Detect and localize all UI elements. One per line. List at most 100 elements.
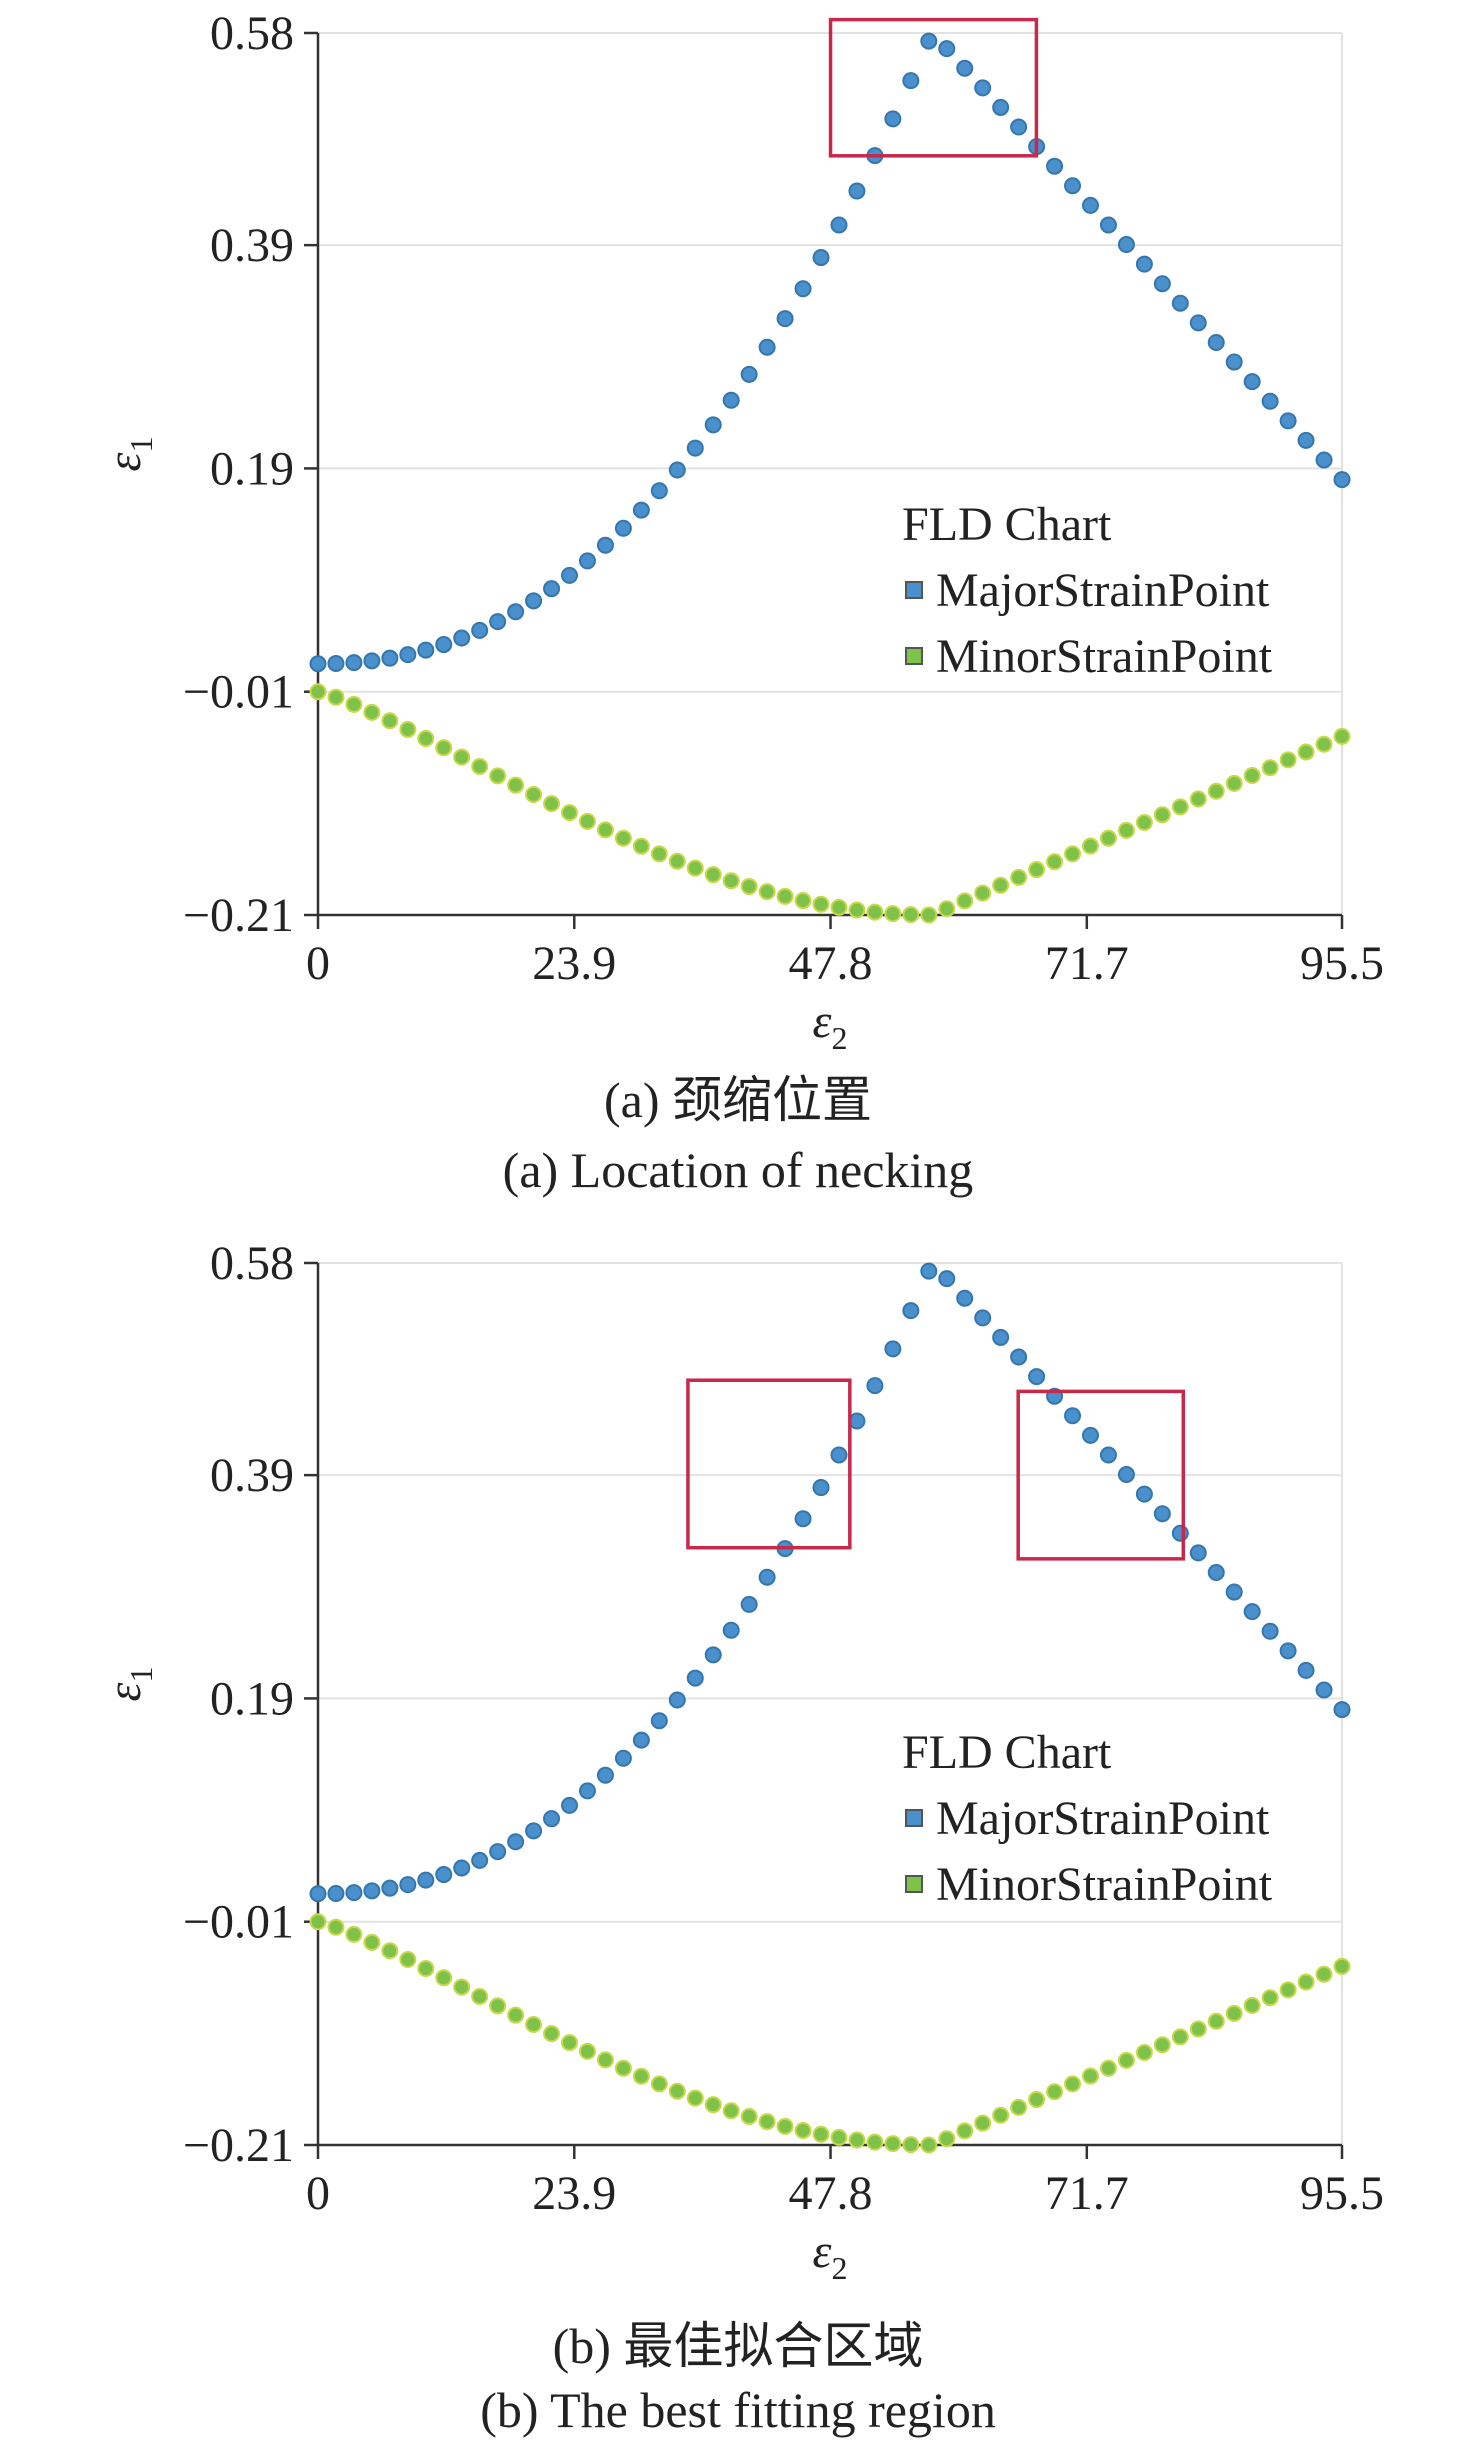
- minor-strain-point: [489, 1997, 507, 2015]
- minor-strain-point: [938, 900, 956, 918]
- major-strain-point: [1315, 451, 1333, 469]
- major-strain-point: [1207, 1563, 1225, 1581]
- series-major: [309, 32, 1351, 673]
- minor-strain-point: [578, 812, 596, 830]
- major-strain-point: [345, 1884, 363, 1902]
- minor-strain-point: [614, 829, 632, 847]
- minor-strain-point: [596, 821, 614, 839]
- minor-strain-point: [812, 895, 830, 913]
- minor-strain-point: [1064, 845, 1082, 863]
- major-strain-point: [561, 566, 579, 584]
- minor-strain-point: [1099, 829, 1117, 847]
- major-strain-point: [1261, 392, 1279, 410]
- minor-strain-point: [507, 2006, 525, 2024]
- major-strain-point: [938, 1270, 956, 1288]
- major-strain-point: [525, 592, 543, 610]
- minor-strain-point: [902, 906, 920, 924]
- y-tick-label: 0.58: [210, 7, 294, 60]
- minor-strain-point: [992, 2106, 1010, 2124]
- major-strain-point: [327, 1885, 345, 1903]
- minor-strain-point: [435, 1969, 453, 1987]
- major-strain-point: [399, 646, 417, 664]
- major-strain-point: [1081, 1426, 1099, 1444]
- major-strain-point: [471, 1851, 489, 1869]
- major-strain-point: [1333, 1701, 1351, 1719]
- minor-strain-point: [1081, 837, 1099, 855]
- x-tick-label: 47.8: [789, 2167, 873, 2220]
- major-strain-point: [740, 1595, 758, 1613]
- major-strain-point: [650, 1712, 668, 1730]
- minor-strain-point: [381, 712, 399, 730]
- legend-marker-minor: [905, 647, 923, 665]
- major-strain-point: [992, 1328, 1010, 1346]
- x-tick-label: 23.9: [532, 2167, 616, 2220]
- minor-strain-point: [1028, 2091, 1046, 2109]
- major-strain-point: [614, 1749, 632, 1767]
- minor-strain-point: [704, 866, 722, 884]
- legend-marker-major: [905, 581, 923, 599]
- minor-strain-point: [543, 795, 561, 813]
- minor-strain-point: [776, 2117, 794, 2135]
- major-strain-point: [758, 1568, 776, 1586]
- minor-strain-point: [902, 2136, 920, 2154]
- major-strain-point: [309, 655, 327, 673]
- figure-panel-a: 0.58 0.39 0.19 −0.01 −0.21 0 23.9 47.8 71.7 95.5 ε…: [98, 7, 1384, 1198]
- series-minor: [309, 1913, 1351, 2154]
- major-strain-point: [758, 338, 776, 356]
- highlight-box: [686, 1378, 852, 1550]
- minor-strain-point: [1333, 727, 1351, 745]
- minor-strain-point: [1189, 790, 1207, 808]
- minor-strain-point: [363, 703, 381, 721]
- minor-strain-point: [956, 892, 974, 910]
- y-tick-label: 0.19: [210, 442, 294, 495]
- caption-en-a: (a) Location of necking: [502, 1142, 974, 1198]
- minor-strain-point: [1243, 767, 1261, 785]
- major-strain-point: [453, 1859, 471, 1877]
- x-tick-label: 23.9: [532, 937, 616, 990]
- major-strain-point: [417, 1871, 435, 1889]
- minor-strain-point: [543, 2025, 561, 2043]
- minor-strain-point: [866, 903, 884, 921]
- minor-strain-point: [1010, 2098, 1028, 2116]
- legend-label-major: MajorStrainPoint: [936, 564, 1270, 617]
- legend-label-minor: MinorStrainPoint: [936, 630, 1273, 683]
- major-strain-point: [1279, 1642, 1297, 1660]
- minor-strain-point: [1135, 2044, 1153, 2062]
- major-strain-point: [507, 1833, 525, 1851]
- minor-strain-point: [632, 837, 650, 855]
- minor-strain-point: [1315, 735, 1333, 753]
- major-strain-point: [507, 603, 525, 621]
- major-strain-point: [1153, 1505, 1171, 1523]
- y-tick-label: 0.19: [210, 1672, 294, 1725]
- minor-strain-point: [578, 2042, 596, 2060]
- minor-strain-point: [812, 2125, 830, 2143]
- legend-marker-major: [905, 1809, 923, 1827]
- minor-strain-point: [1010, 868, 1028, 886]
- minor-strain-point: [507, 776, 525, 794]
- major-strain-point: [974, 79, 992, 97]
- major-strain-point: [848, 182, 866, 200]
- minor-strain-point: [453, 1978, 471, 1996]
- x-tick-label: 95.5: [1300, 937, 1384, 990]
- minor-strain-point: [399, 1951, 417, 1969]
- major-strain-point: [722, 1621, 740, 1639]
- major-strain-point: [309, 1885, 327, 1903]
- minor-strain-point: [596, 2051, 614, 2069]
- major-strain-point: [704, 1646, 722, 1664]
- minor-strain-point: [650, 845, 668, 863]
- minor-strain-point: [632, 2067, 650, 2085]
- y-tick-label: 0.58: [210, 1237, 294, 1290]
- major-strain-point: [902, 1302, 920, 1320]
- chart-b: 0.58 0.39 0.19 −0.01 −0.210 23.9 47.8 71.7 95.5 ε…: [98, 1237, 1384, 2286]
- minor-strain-point: [794, 2122, 812, 2140]
- minor-strain-point: [327, 688, 345, 706]
- minor-strain-point: [884, 905, 902, 923]
- major-strain-point: [1064, 177, 1082, 195]
- major-strain-point: [1243, 373, 1261, 391]
- major-strain-point: [399, 1876, 417, 1894]
- minor-strain-point: [363, 1933, 381, 1951]
- y-axis-label: ε1: [98, 1667, 159, 1702]
- minor-strain-point: [345, 695, 363, 713]
- major-strain-point: [812, 1479, 830, 1497]
- minor-strain-point: [758, 883, 776, 901]
